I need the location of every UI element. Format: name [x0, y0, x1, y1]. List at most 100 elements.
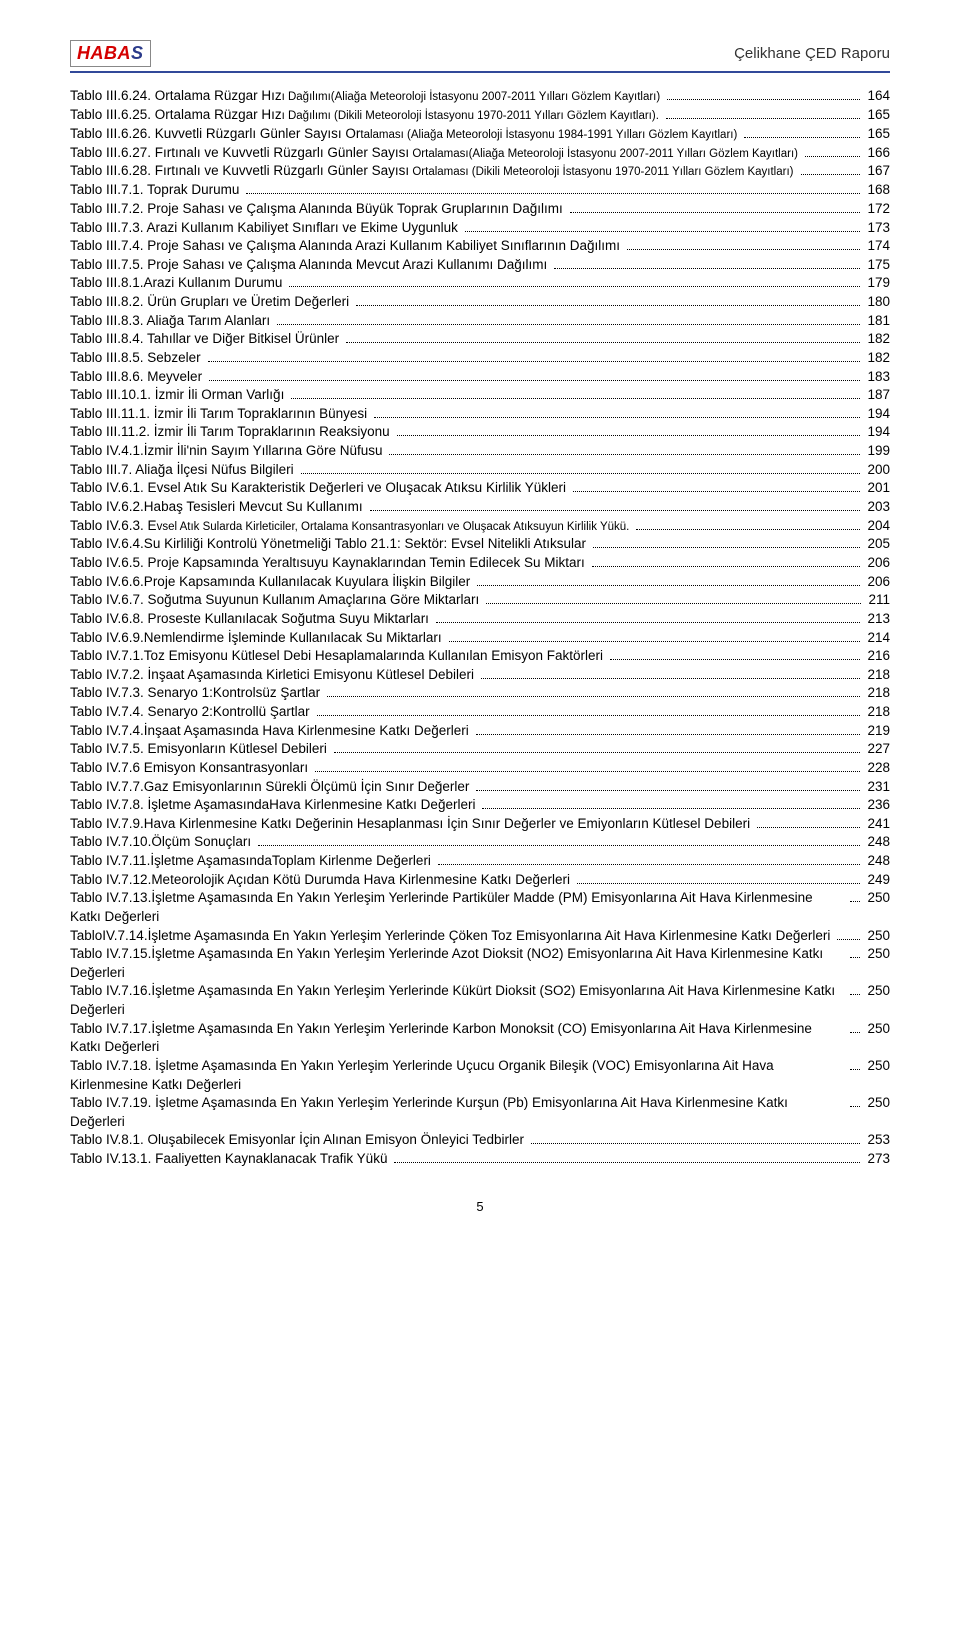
toc-label: Tablo III.10.1. İzmir İli Orman Varlığı	[70, 386, 288, 405]
toc-entry: Tablo IV.6.3. Evsel Atık Sularda Kirleti…	[70, 517, 890, 536]
toc-label: Tablo IV.7.17.İşletme Aşamasında En Yakı…	[70, 1020, 847, 1057]
toc-entry: Tablo IV.7.13.İşletme Aşamasında En Yakı…	[70, 889, 890, 926]
toc-entry: Tablo III.6.25. Ortalama Rüzgar Hızı Dağ…	[70, 106, 890, 125]
toc-label: Tablo III.7.1. Toprak Durumu	[70, 181, 243, 200]
toc-label: Tablo III.7. Aliağa İlçesi Nüfus Bilgile…	[70, 461, 298, 480]
toc-page-number: 211	[864, 591, 890, 610]
toc-leader-dots	[289, 286, 860, 287]
toc-leader-dots	[449, 641, 861, 642]
toc-entry: Tablo IV.6.4.Su Kirliliği Kontrolü Yönet…	[70, 535, 890, 554]
toc-page-number: 231	[863, 778, 890, 797]
toc-entry: Tablo IV.7.17.İşletme Aşamasında En Yakı…	[70, 1020, 890, 1057]
toc-leader-dots	[465, 231, 861, 232]
toc-entry: Tablo IV.6.5. Proje Kapsamında Yeraltısu…	[70, 554, 890, 573]
toc-leader-dots	[317, 715, 861, 716]
toc-leader-dots	[370, 510, 861, 511]
toc-label: Tablo IV.7.8. İşletme AşamasındaHava Kir…	[70, 796, 479, 815]
toc-page-number: 203	[863, 498, 890, 517]
toc-leader-dots	[258, 845, 860, 846]
logo-text-blue: S	[131, 43, 144, 64]
toc-label: Tablo III.6.24. Ortalama Rüzgar Hızı Dağ…	[70, 87, 664, 106]
page-number: 5	[476, 1199, 483, 1214]
toc-entry: Tablo IV.7.4.İnşaat Aşamasında Hava Kirl…	[70, 722, 890, 741]
toc-page-number: 216	[863, 647, 890, 666]
toc-entry: Tablo IV.7.18. İşletme Aşamasında En Yak…	[70, 1057, 890, 1094]
toc-page-number: 241	[863, 815, 890, 834]
toc-page-number: 187	[863, 386, 890, 405]
toc-page-number: 218	[863, 703, 890, 722]
toc-label: Tablo IV.6.3. Evsel Atık Sularda Kirleti…	[70, 517, 633, 536]
logo-text-red: HABA	[77, 43, 131, 64]
toc-label: Tablo IV.7.19. İşletme Aşamasında En Yak…	[70, 1094, 847, 1131]
toc-page-number: 166	[863, 144, 890, 163]
toc-label: Tablo IV.7.10.Ölçüm Sonuçları	[70, 833, 255, 852]
toc-page-number: 227	[863, 740, 890, 759]
toc-page-number: 253	[863, 1131, 890, 1150]
toc-page-number: 248	[863, 833, 890, 852]
toc-label: Tablo IV.6.5. Proje Kapsamında Yeraltısu…	[70, 554, 589, 573]
toc-page-number: 180	[863, 293, 890, 312]
toc-entry: Tablo IV.7.3. Senaryo 1:Kontrolsüz Şartl…	[70, 684, 890, 703]
toc-leader-dots	[837, 939, 860, 940]
toc-entry: Tablo III.7.2. Proje Sahası ve Çalışma A…	[70, 200, 890, 219]
toc-entry: Tablo IV.6.8. Proseste Kullanılacak Soğu…	[70, 610, 890, 629]
toc-leader-dots	[477, 585, 860, 586]
toc-label: Tablo IV.6.8. Proseste Kullanılacak Soğu…	[70, 610, 433, 629]
toc-page-number: 168	[863, 181, 890, 200]
toc-leader-dots	[850, 1032, 860, 1033]
toc-label: TabloIV.7.14.İşletme Aşamasında En Yakın…	[70, 927, 834, 946]
toc-entry: Tablo IV.7.10.Ölçüm Sonuçları 248	[70, 833, 890, 852]
toc-page-number: 250	[863, 982, 890, 1001]
toc-page-number: 182	[863, 330, 890, 349]
toc-page-number: 273	[863, 1150, 890, 1169]
toc-page-number: 175	[863, 256, 890, 275]
toc-label: Tablo IV.7.4. Senaryo 2:Kontrollü Şartla…	[70, 703, 314, 722]
toc-leader-dots	[850, 994, 860, 995]
toc-entry: Tablo III.7.4. Proje Sahası ve Çalışma A…	[70, 237, 890, 256]
toc-page-number: 165	[863, 125, 890, 144]
toc-label: Tablo III.8.3. Aliağa Tarım Alanları	[70, 312, 274, 331]
toc-entry: Tablo III.8.5. Sebzeler182	[70, 349, 890, 368]
toc-label: Tablo IV.7.5. Emisyonların Kütlesel Debi…	[70, 740, 331, 759]
toc-leader-dots	[570, 212, 861, 213]
toc-label: Tablo III.11.2. İzmir İli Tarım Toprakla…	[70, 423, 394, 442]
toc-label: Tablo IV.6.6.Proje Kapsamında Kullanılac…	[70, 573, 474, 592]
toc-leader-dots	[374, 417, 860, 418]
toc-page-number: 219	[863, 722, 890, 741]
toc-entry: Tablo IV.6.6.Proje Kapsamında Kullanılac…	[70, 573, 890, 592]
toc-entry: Tablo III.10.1. İzmir İli Orman Varlığı 1…	[70, 386, 890, 405]
toc-entry: Tablo III.8.1.Arazi Kullanım Durumu179	[70, 274, 890, 293]
toc-page-number: 250	[863, 889, 890, 908]
toc-entry: Tablo IV.7.2. İnşaat Aşamasında Kirletic…	[70, 666, 890, 685]
toc-entry: Tablo IV.4.1.İzmir İli'nin Sayım Yılları…	[70, 442, 890, 461]
toc-leader-dots	[301, 473, 861, 474]
toc-entry: Tablo III.8.4. Tahıllar ve Diğer Bitkise…	[70, 330, 890, 349]
toc-leader-dots	[744, 137, 860, 138]
toc-page-number: 179	[863, 274, 890, 293]
toc-leader-dots	[801, 174, 861, 175]
toc-leader-dots	[208, 361, 861, 362]
toc-page-number: 250	[863, 1057, 890, 1076]
toc-label: Tablo IV.7.1.Toz Emisyonu Kütlesel Debi …	[70, 647, 607, 666]
toc-label: Tablo IV.7.18. İşletme Aşamasında En Yak…	[70, 1057, 847, 1094]
toc-page-number: 201	[863, 479, 890, 498]
toc-entry: Tablo III.11.1. İzmir İli Tarım Toprakla…	[70, 405, 890, 424]
toc-leader-dots	[805, 156, 860, 157]
toc-page-number: 250	[863, 927, 890, 946]
toc-page-number: 194	[863, 405, 890, 424]
document-page: HABAS Çelikhane ÇED Raporu Tablo III.6.2…	[0, 0, 960, 1254]
toc-leader-dots	[592, 566, 861, 567]
toc-label: Tablo III.6.25. Ortalama Rüzgar Hızı Dağ…	[70, 106, 663, 125]
toc-label: Tablo IV.6.9.Nemlendirme İşleminde Kulla…	[70, 629, 446, 648]
toc-entry: Tablo III.6.26. Kuvvetli Rüzgarlı Günler…	[70, 125, 890, 144]
toc-entry: Tablo IV.7.12.Meteorolojik Açıdan Kötü D…	[70, 871, 890, 890]
toc-page-number: 248	[863, 852, 890, 871]
toc-entry: Tablo IV.7.19. İşletme Aşamasında En Yak…	[70, 1094, 890, 1131]
toc-leader-dots	[315, 771, 860, 772]
toc-leader-dots	[666, 118, 861, 119]
toc-leader-dots	[291, 398, 860, 399]
toc-page-number: 200	[863, 461, 890, 480]
toc-entry: Tablo IV.7.15.İşletme Aşamasında En Yakı…	[70, 945, 890, 982]
toc-label: Tablo III.8.2. Ürün Grupları ve Üretim D…	[70, 293, 353, 312]
toc-page-number: 236	[863, 796, 890, 815]
